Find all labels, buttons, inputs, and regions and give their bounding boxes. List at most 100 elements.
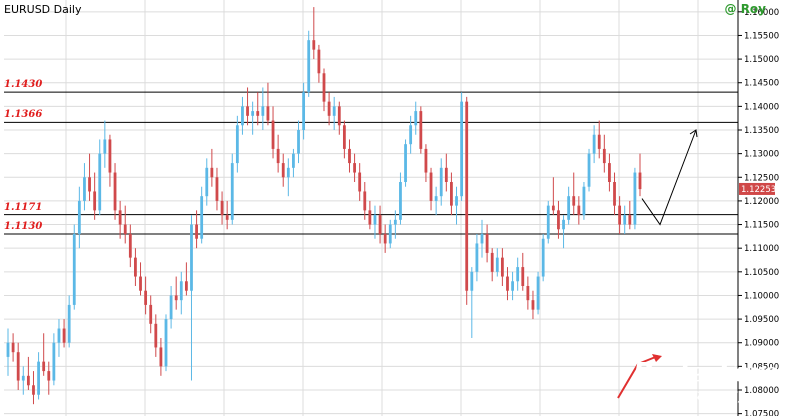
candle-body bbox=[134, 257, 137, 277]
candle-body bbox=[475, 243, 479, 272]
candle-body bbox=[500, 257, 504, 277]
candle-body bbox=[393, 219, 397, 225]
candle-body bbox=[26, 375, 30, 386]
candle-body bbox=[77, 200, 81, 234]
level-label: 1.1366 bbox=[4, 109, 43, 121]
candle-body bbox=[546, 205, 550, 239]
logo-arrow-icon bbox=[617, 354, 662, 399]
candle-body bbox=[230, 163, 234, 220]
candle-body bbox=[276, 148, 280, 164]
candle-body bbox=[485, 234, 489, 253]
candle-body bbox=[251, 111, 255, 116]
candle-body bbox=[67, 304, 71, 343]
candle-body bbox=[281, 163, 285, 178]
candle-body bbox=[587, 153, 591, 187]
candle-body bbox=[623, 215, 627, 225]
candle-body bbox=[47, 371, 51, 381]
y-tick-label: 1.14000 bbox=[744, 102, 779, 112]
candle-body bbox=[128, 234, 132, 258]
candle-body bbox=[562, 219, 565, 230]
price-axis: 1.16000 1.15500 1.15000 1.14500 1.14000 1.135… bbox=[737, 0, 779, 416]
y-tick-label: 1.10500 bbox=[744, 268, 779, 278]
candle-body bbox=[495, 257, 499, 272]
candle-body bbox=[123, 224, 127, 234]
candle-body bbox=[83, 177, 86, 201]
candle-body bbox=[409, 125, 413, 145]
candle-body bbox=[557, 210, 560, 230]
candle-body bbox=[210, 167, 214, 178]
candle-body bbox=[57, 328, 61, 343]
candle-body bbox=[164, 319, 168, 367]
candle-body bbox=[139, 276, 142, 291]
candle-body bbox=[541, 238, 545, 277]
candle-body bbox=[373, 215, 377, 225]
candle-body bbox=[577, 205, 581, 216]
y-tick-label: 1.11000 bbox=[744, 244, 779, 254]
candle-body bbox=[526, 286, 530, 301]
candle-body bbox=[368, 210, 372, 225]
y-tick-label: 1.13000 bbox=[744, 150, 779, 160]
candle-body bbox=[572, 196, 576, 206]
candle-body bbox=[169, 295, 173, 320]
candle-body bbox=[388, 224, 392, 244]
brand-logo: PreferForex win trade effortlessly bbox=[612, 354, 793, 410]
candle-body bbox=[490, 252, 494, 272]
candle-body bbox=[424, 148, 428, 173]
candle-body bbox=[149, 304, 153, 324]
candle-body bbox=[337, 106, 341, 126]
forecast-layer bbox=[641, 129, 698, 226]
candle-body bbox=[551, 205, 555, 211]
candle-body bbox=[602, 148, 606, 164]
forecast-arrow bbox=[641, 129, 697, 226]
y-tick-label: 1.09000 bbox=[744, 339, 779, 349]
candle-body bbox=[62, 328, 66, 343]
candle-body bbox=[215, 177, 219, 201]
candle-body bbox=[582, 186, 586, 216]
candle-body bbox=[521, 267, 525, 286]
candle-body bbox=[113, 172, 117, 211]
candle-body bbox=[286, 167, 290, 178]
candle-body bbox=[195, 224, 198, 239]
candle-body bbox=[419, 111, 423, 149]
candle-body bbox=[297, 130, 300, 154]
candle-body bbox=[235, 125, 239, 164]
candle-body bbox=[241, 106, 244, 126]
grid-layer bbox=[4, 0, 738, 416]
candle-body bbox=[312, 40, 316, 50]
candle-body bbox=[613, 182, 616, 206]
candle-body bbox=[429, 172, 433, 201]
candle-body bbox=[404, 144, 407, 182]
candle-body bbox=[174, 295, 178, 301]
candle-body bbox=[6, 342, 10, 357]
candle-body bbox=[434, 196, 438, 201]
candle-body bbox=[450, 182, 453, 206]
candle-body bbox=[536, 276, 540, 310]
candle-body bbox=[383, 234, 387, 244]
candle-body bbox=[348, 148, 351, 164]
candle-body bbox=[108, 139, 112, 173]
level-label: 1.1430 bbox=[4, 79, 43, 91]
candle-body bbox=[225, 215, 229, 220]
candle-body bbox=[271, 120, 275, 149]
candle-body bbox=[439, 167, 443, 197]
candle-body bbox=[516, 267, 520, 282]
y-tick-label: 1.13500 bbox=[744, 126, 779, 136]
candle-body bbox=[633, 172, 637, 225]
candle-body bbox=[32, 385, 35, 395]
logo-name: PreferForex bbox=[632, 358, 793, 388]
candle-body bbox=[638, 172, 642, 190]
candle-body bbox=[72, 234, 76, 305]
candle-body bbox=[261, 106, 265, 116]
candle-body bbox=[414, 111, 418, 126]
y-tick-label: 1.12500 bbox=[744, 173, 779, 183]
forecast-arrow-head bbox=[689, 129, 698, 138]
y-tick-label: 1.10000 bbox=[744, 291, 779, 301]
candle-body bbox=[317, 49, 321, 74]
y-tick-label: 1.08000 bbox=[744, 386, 779, 396]
candle-body bbox=[353, 163, 356, 173]
candle-body bbox=[154, 323, 158, 348]
y-tick-label: 1.12000 bbox=[744, 197, 779, 207]
y-tick-label: 1.15000 bbox=[744, 55, 779, 65]
level-label: 1.1130 bbox=[4, 221, 43, 232]
y-tick-label: 1.14500 bbox=[744, 79, 779, 89]
